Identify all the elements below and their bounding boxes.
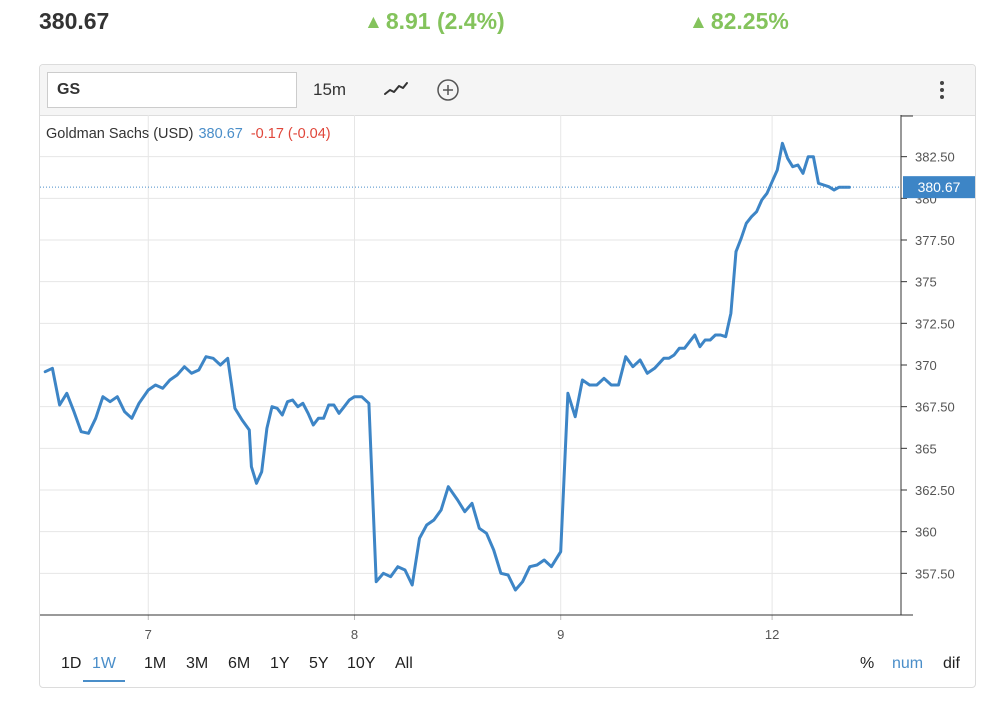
interval-selector[interactable]: 15m <box>313 80 347 99</box>
price-line <box>43 250 738 592</box>
quote-bar: 380.67 ▲ 8.91 (2.4%) ▲ 82.25% <box>0 0 994 50</box>
range-button-all[interactable]: All <box>395 655 413 672</box>
chart-legend: Goldman Sachs (USD) 380.67 -0.17 (-0.04) <box>46 126 331 142</box>
range-button-1w[interactable]: 1W <box>83 655 125 682</box>
y-tick-label: 360 <box>915 525 937 540</box>
y-tick-label: 367.50 <box>915 400 955 415</box>
legend-change: -0.17 (-0.04) <box>251 126 331 142</box>
y-tick-label: 382.50 <box>915 150 955 165</box>
y-tick-label: 362.50 <box>915 483 955 498</box>
last-price: 380.67 <box>39 8 110 34</box>
x-tick-label: 9 <box>557 627 564 642</box>
chart-toolbar: 15m <box>40 65 975 116</box>
x-tick-label: 12 <box>765 627 779 642</box>
y-tick-label: 370 <box>915 358 937 373</box>
y-tick-label: 372.50 <box>915 316 955 331</box>
range-button-1m[interactable]: 1M <box>144 655 167 672</box>
range-button-1d[interactable]: 1D <box>61 655 82 672</box>
more-vertical-icon[interactable] <box>934 77 950 103</box>
price-chart[interactable]: Goldman Sachs (USD) 380.67 -0.17 (-0.04) 3… <box>40 115 975 649</box>
chart-axes <box>40 115 913 620</box>
range-button-3m[interactable]: 3M <box>186 655 209 672</box>
mode-button-percent[interactable]: % <box>860 655 875 672</box>
range-bar: 1D 1W 1M 3M 6M 1Y 5Y 10Y All% num dif <box>40 649 975 687</box>
chart-grid <box>40 115 901 615</box>
symbol-input[interactable] <box>47 72 297 108</box>
mode-button-num[interactable]: num <box>892 655 924 672</box>
x-tick-label: 7 <box>145 627 152 642</box>
up-triangle-icon: ▲ <box>364 12 383 33</box>
chart-series <box>40 141 901 592</box>
percent-change: ▲ 82.25% <box>689 8 789 35</box>
range-button-5y[interactable]: 5Y <box>309 655 329 672</box>
range-button-6m[interactable]: 6M <box>228 655 251 672</box>
y-tick-label: 375 <box>915 275 937 290</box>
line-chart-icon[interactable] <box>383 77 409 103</box>
add-circle-icon[interactable] <box>435 77 461 103</box>
y-tick-label: 357.50 <box>915 566 955 581</box>
legend-name: Goldman Sachs (USD) <box>46 126 193 142</box>
range-button-1y[interactable]: 1Y <box>270 655 290 672</box>
day-change-value: 8.91 (2.4%) <box>385 8 505 34</box>
day-change: ▲ 8.91 (2.4%) <box>364 8 505 35</box>
last-price-tag-label: 380.67 <box>918 179 961 195</box>
last-price-tag <box>903 176 975 199</box>
up-triangle-icon: ▲ <box>689 12 708 33</box>
x-tick-label: 8 <box>351 627 358 642</box>
chart-widget: 15m Goldman Sachs (USD) 380.67 -0.17 (-0.0… <box>39 64 976 688</box>
mode-button-dif[interactable]: dif <box>943 655 960 672</box>
y-tick-label: 377.50 <box>915 233 955 248</box>
y-tick-label: 365 <box>915 441 937 456</box>
price-line-continuation <box>734 141 851 254</box>
chart-labels: 357.50 360 362.50 365 367.50 370 372.50 375 377.… <box>145 150 975 642</box>
legend-price: 380.67 <box>198 126 242 142</box>
percent-change-value: 82.25% <box>710 8 789 34</box>
range-button-10y[interactable]: 10Y <box>347 655 376 672</box>
